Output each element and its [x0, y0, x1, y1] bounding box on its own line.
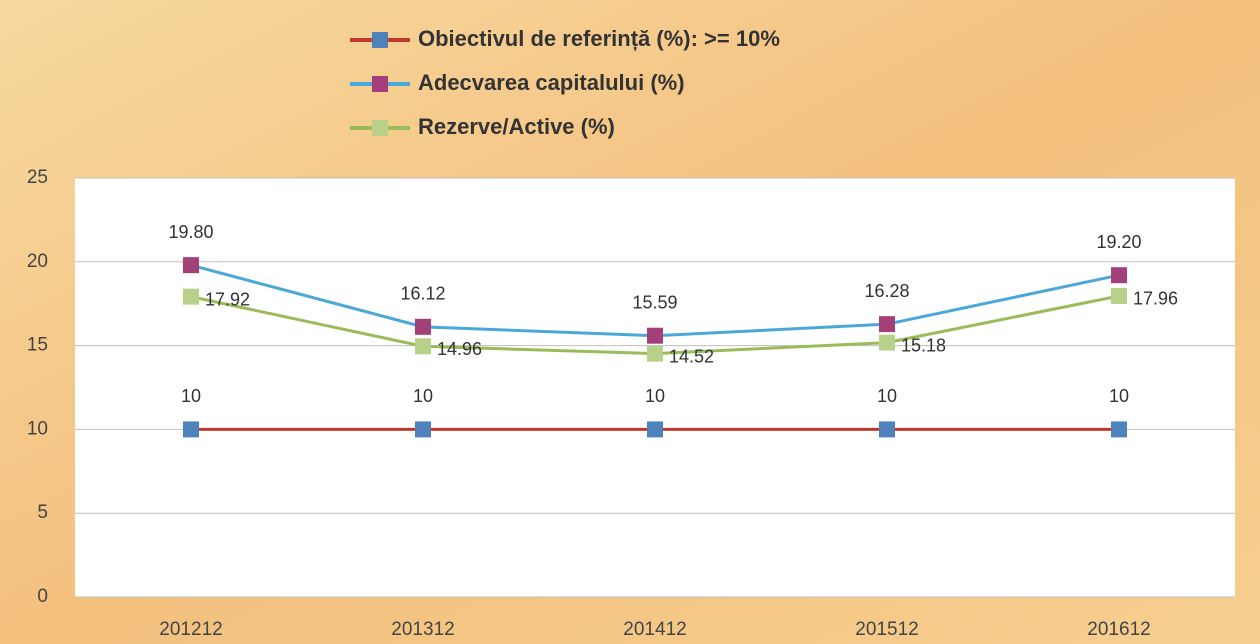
marker — [415, 318, 431, 335]
marker — [183, 257, 199, 274]
data-label: 10 — [1109, 386, 1129, 406]
marker — [879, 421, 895, 438]
data-label: 15.18 — [901, 335, 946, 355]
y-tick-label: 15 — [27, 335, 48, 356]
legend-label: Rezerve/Active (%) — [418, 114, 615, 139]
data-label: 19.20 — [1096, 232, 1141, 252]
marker — [183, 288, 199, 305]
y-tick-label: 5 — [37, 502, 48, 523]
data-label: 14.52 — [669, 346, 714, 366]
marker — [647, 421, 663, 438]
data-label: 16.28 — [864, 281, 909, 301]
x-tick-label: 201412 — [623, 619, 686, 640]
data-label: 15.59 — [632, 292, 677, 312]
marker — [183, 421, 199, 438]
data-label: 17.96 — [1133, 289, 1178, 309]
marker — [879, 334, 895, 351]
data-label: 16.12 — [400, 284, 445, 304]
marker — [1111, 421, 1127, 438]
x-tick-label: 201212 — [159, 619, 222, 640]
plot-area — [75, 178, 1235, 597]
legend-label: Adecvarea capitalului (%) — [418, 70, 685, 95]
marker — [415, 338, 431, 355]
data-label: 10 — [181, 386, 201, 406]
marker — [879, 316, 895, 333]
legend-marker — [372, 32, 388, 48]
marker — [1111, 267, 1127, 284]
marker — [1111, 287, 1127, 304]
marker — [647, 345, 663, 362]
y-tick-label: 25 — [27, 167, 48, 188]
marker — [647, 327, 663, 344]
legend-marker — [372, 120, 388, 136]
data-label: 14.96 — [437, 339, 482, 359]
data-label: 10 — [877, 386, 897, 406]
y-tick-label: 10 — [27, 418, 48, 439]
x-tick-label: 201512 — [855, 619, 918, 640]
legend-marker — [372, 76, 388, 92]
data-label: 10 — [413, 386, 433, 406]
y-tick-label: 0 — [37, 586, 48, 607]
data-label: 10 — [645, 386, 665, 406]
y-tick-label: 20 — [27, 251, 48, 272]
legend-label: Obiectivul de referință (%): >= 10% — [418, 26, 780, 51]
data-label: 17.92 — [205, 289, 250, 309]
x-tick-label: 201612 — [1087, 619, 1150, 640]
x-tick-label: 201312 — [391, 619, 454, 640]
marker — [415, 421, 431, 438]
data-label: 19.80 — [168, 222, 213, 242]
